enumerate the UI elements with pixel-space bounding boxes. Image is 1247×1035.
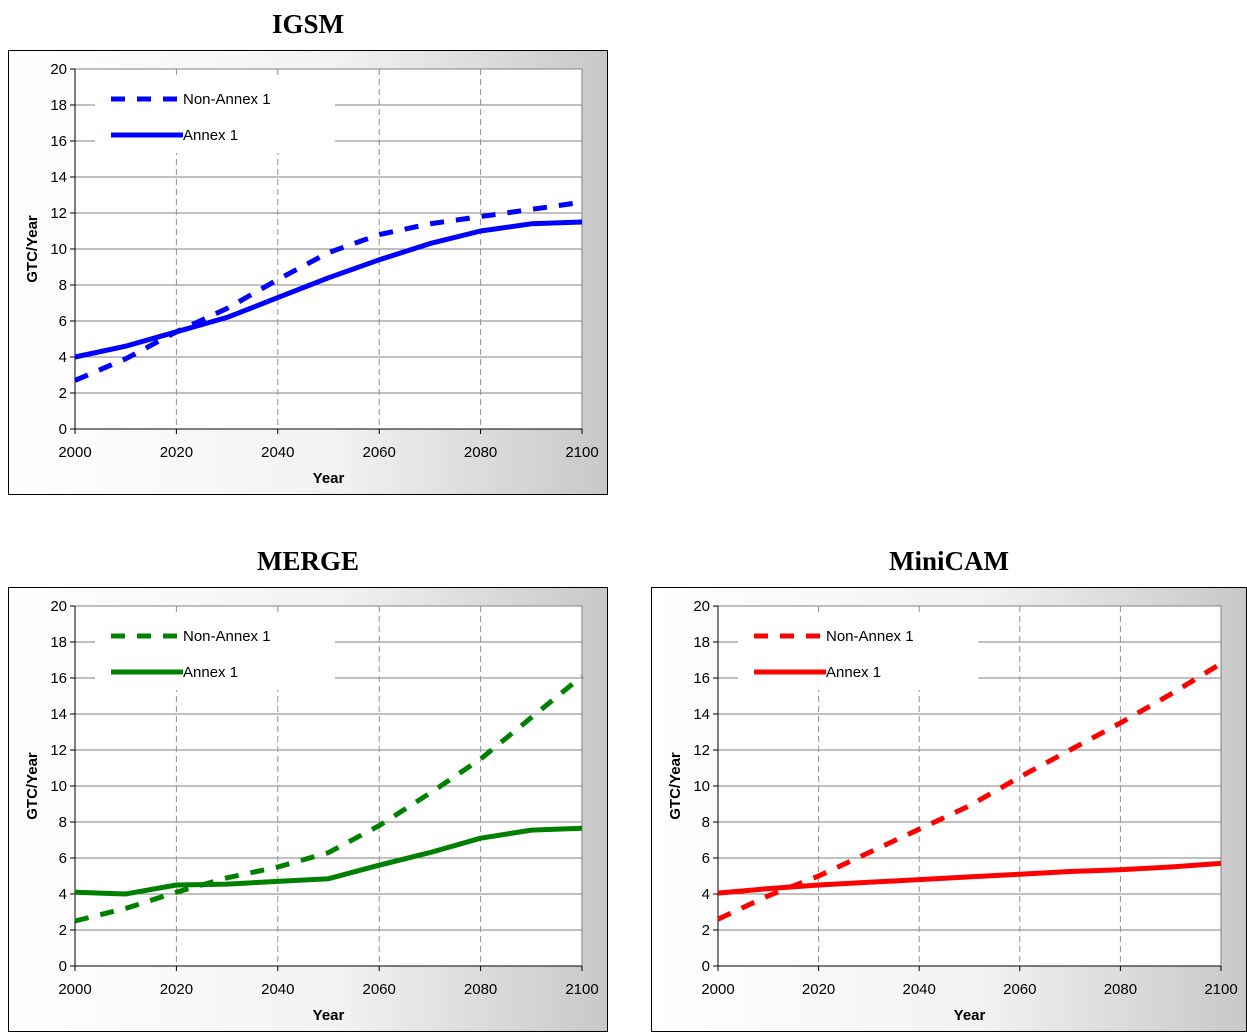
x-tick-label: 2080 (1104, 981, 1137, 998)
legend-label: Annex 1 (183, 127, 238, 144)
y-tick-label: 0 (59, 958, 67, 975)
x-tick-label: 2040 (903, 981, 936, 998)
y-tick-label: 18 (50, 634, 67, 651)
y-tick-label: 12 (50, 205, 67, 222)
x-tick-label: 2020 (160, 444, 193, 461)
series-line-non-annex-1 (716, 661, 1223, 922)
y-tick-label: 14 (50, 169, 67, 186)
chart-minicam: MiniCAM 0 2 4 6 8 10 12 14 16 18 20 2000 2020 2040 206… (651, 541, 1247, 1035)
y-tick-label: 6 (59, 850, 67, 867)
y-tick-label: 4 (59, 349, 67, 366)
x-tick-label: 2100 (565, 444, 598, 461)
legend: Non-Annex 1 Annex 1 (738, 614, 978, 690)
legend-label: Annex 1 (826, 664, 881, 681)
chart-igsm: IGSM 0 2 4 6 8 10 12 14 16 18 20 2000 2020 2040 2060 20… (8, 4, 608, 498)
y-tick-label: 18 (50, 97, 67, 114)
chart-svg: 0 2 4 6 8 10 12 14 16 18 20 2000 2020 2040 2060 2080 210… (667, 598, 1238, 1024)
y-tick-label: 0 (59, 421, 67, 438)
y-tick-label: 6 (59, 313, 67, 330)
legend-box (95, 77, 335, 153)
chart-frame: 0 2 4 6 8 10 12 14 16 18 20 2000 2020 2040 2060 2080 210… (8, 587, 608, 1032)
x-axis-title: Year (313, 1007, 345, 1024)
x-tick-label: 2100 (565, 981, 598, 998)
series-line-non-annex-1 (74, 674, 584, 924)
x-tick-label: 2060 (1003, 981, 1036, 998)
chart-title: MiniCAM (889, 546, 1009, 576)
y-tick-label: 10 (50, 241, 67, 258)
y-axis-title: GTC/Year (24, 752, 41, 820)
x-tick-label: 2020 (802, 981, 835, 998)
y-tick-label: 2 (59, 922, 67, 939)
y-tick-label: 20 (50, 598, 67, 615)
series-line-annex-1 (74, 219, 583, 360)
y-tick-label: 14 (693, 706, 710, 723)
x-axis-title: Year (954, 1007, 986, 1024)
x-tick-label: 2060 (363, 444, 396, 461)
chart-svg: 0 2 4 6 8 10 12 14 16 18 20 2000 2020 2040 2060 2080 210… (24, 61, 599, 487)
legend: Non-Annex 1 Annex 1 (95, 614, 335, 690)
x-tick-label: 2080 (464, 981, 497, 998)
x-tick-label: 2100 (1204, 981, 1237, 998)
chart-svg: 0 2 4 6 8 10 12 14 16 18 20 2000 2020 2040 2060 2080 210… (24, 598, 599, 1024)
series-line-annex-1 (717, 860, 1222, 896)
x-axis-title: Year (313, 470, 345, 487)
legend: Non-Annex 1 Annex 1 (95, 77, 335, 153)
x-tick-label: 2040 (261, 444, 294, 461)
x-tick-label: 2000 (58, 444, 91, 461)
y-tick-label: 20 (50, 61, 67, 78)
x-tick-label: 2080 (464, 444, 497, 461)
y-tick-label: 2 (59, 385, 67, 402)
y-tick-label: 20 (693, 598, 710, 615)
y-tick-label: 10 (693, 778, 710, 795)
chart-frame: 0 2 4 6 8 10 12 14 16 18 20 2000 2020 2040 2060 2080 210… (8, 50, 608, 495)
y-tick-label: 8 (59, 814, 67, 831)
y-tick-label: 4 (59, 886, 67, 903)
x-tick-label: 2000 (58, 981, 91, 998)
y-tick-label: 8 (59, 277, 67, 294)
legend-label: Non-Annex 1 (826, 628, 914, 645)
y-tick-label: 16 (50, 670, 67, 687)
y-tick-label: 10 (50, 778, 67, 795)
legend-label: Non-Annex 1 (183, 91, 271, 108)
y-tick-label: 16 (50, 133, 67, 150)
y-axis-title: GTC/Year (667, 752, 684, 820)
chart-title: MERGE (256, 546, 359, 576)
y-tick-label: 0 (702, 958, 710, 975)
y-tick-label: 16 (693, 670, 710, 687)
y-tick-label: 14 (50, 706, 67, 723)
x-tick-label: 2040 (261, 981, 294, 998)
legend-label: Annex 1 (183, 664, 238, 681)
chart-merge: MERGE 0 2 4 6 8 10 12 14 16 18 20 2000 2020 2040 2060 2… (8, 541, 608, 1035)
chart-frame: 0 2 4 6 8 10 12 14 16 18 20 2000 2020 2040 2060 2080 210… (651, 587, 1247, 1032)
legend-label: Non-Annex 1 (183, 628, 271, 645)
y-tick-label: 12 (50, 742, 67, 759)
legend-box (95, 614, 335, 690)
y-tick-label: 18 (693, 634, 710, 651)
legend-box (738, 614, 978, 690)
y-tick-label: 6 (702, 850, 710, 867)
x-tick-label: 2000 (701, 981, 734, 998)
x-tick-label: 2060 (363, 981, 396, 998)
y-tick-label: 8 (702, 814, 710, 831)
series-line-annex-1 (74, 825, 583, 897)
y-tick-label: 4 (702, 886, 710, 903)
y-axis-title: GTC/Year (24, 215, 41, 283)
y-tick-label: 12 (693, 742, 710, 759)
y-tick-label: 2 (702, 922, 710, 939)
x-tick-label: 2020 (160, 981, 193, 998)
chart-title: IGSM (271, 9, 344, 39)
